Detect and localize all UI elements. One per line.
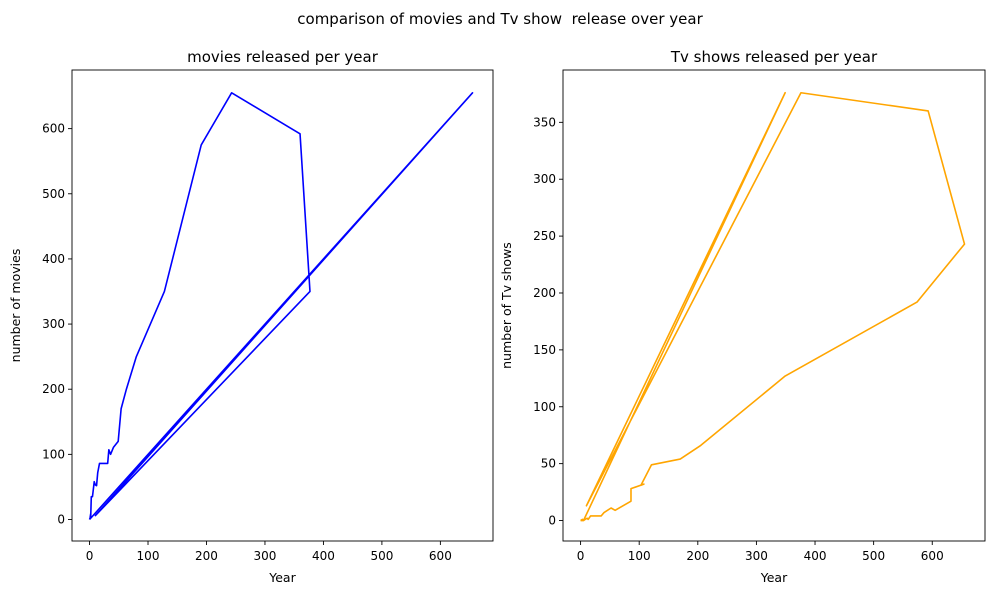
movies-x-tick-label: 500 (370, 549, 393, 563)
movies-x-tick-label: 300 (254, 549, 277, 563)
tvshows-marks: 0 100 200 300 400 500 600 0 50 100 150 200 250 300 350 (533, 69, 986, 563)
movies-x-tick-label: 0 (86, 549, 94, 563)
movies-chart-panel: movies released per year Year number of … (8, 48, 494, 585)
tvshows-y-tick-label: 50 (541, 457, 556, 471)
tvshows-x-tick-label: 300 (745, 549, 768, 563)
figure-suptitle: comparison of movies and Tv show release… (297, 10, 703, 28)
movies-x-tick-label: 100 (137, 549, 160, 563)
tvshows-y-tick-label: 250 (533, 229, 556, 243)
tvshows-y-axis-label: number of Tv shows (499, 242, 514, 369)
movies-series-line-0 (88, 92, 474, 521)
movies-axes-frame (71, 69, 494, 542)
tvshows-x-tick-label: 400 (804, 549, 827, 563)
tvshows-y-tick-label: 300 (533, 172, 556, 186)
tvshows-axes-frame (562, 69, 986, 542)
tvshows-chart-title: Tv shows released per year (670, 48, 878, 66)
movies-marks: 0 100 200 300 400 500 600 0 100 200 300 400 500 600 (42, 69, 494, 563)
tvshows-y-tick-label: 350 (533, 115, 556, 129)
tvshows-x-tick-label: 0 (577, 549, 585, 563)
movies-y-tick-label: 400 (42, 252, 65, 266)
tvshows-x-tick-label: 600 (921, 549, 944, 563)
movies-y-tick-label: 300 (42, 317, 65, 331)
tvshows-x-tick-label: 500 (862, 549, 885, 563)
movies-chart-title: movies released per year (187, 48, 379, 66)
tvshows-y-tick-label: 200 (533, 286, 556, 300)
tvshows-x-tick-label: 100 (628, 549, 651, 563)
movies-y-tick-label: 600 (42, 122, 65, 136)
movies-x-axis-label: Year (268, 570, 296, 585)
movies-y-tick-label: 0 (57, 513, 65, 527)
movies-x-tick-label: 600 (429, 549, 452, 563)
movies-y-tick-label: 200 (42, 382, 65, 396)
movies-y-axis-label: number of movies (8, 249, 23, 363)
tvshows-y-tick-label: 100 (533, 400, 556, 414)
movies-y-tick-label: 500 (42, 187, 65, 201)
movies-x-tick-label: 400 (312, 549, 335, 563)
tvshows-x-tick-label: 200 (686, 549, 709, 563)
tvshows-y-tick-label: 150 (533, 343, 556, 357)
movies-x-tick-label: 200 (195, 549, 218, 563)
tvshows-series-line-0 (580, 91, 966, 522)
tvshows-chart-panel: Tv shows released per year Year number o… (499, 48, 986, 585)
tvshows-x-axis-label: Year (760, 570, 788, 585)
tvshows-y-tick-label: 0 (548, 514, 556, 528)
movies-y-tick-label: 100 (42, 447, 65, 461)
